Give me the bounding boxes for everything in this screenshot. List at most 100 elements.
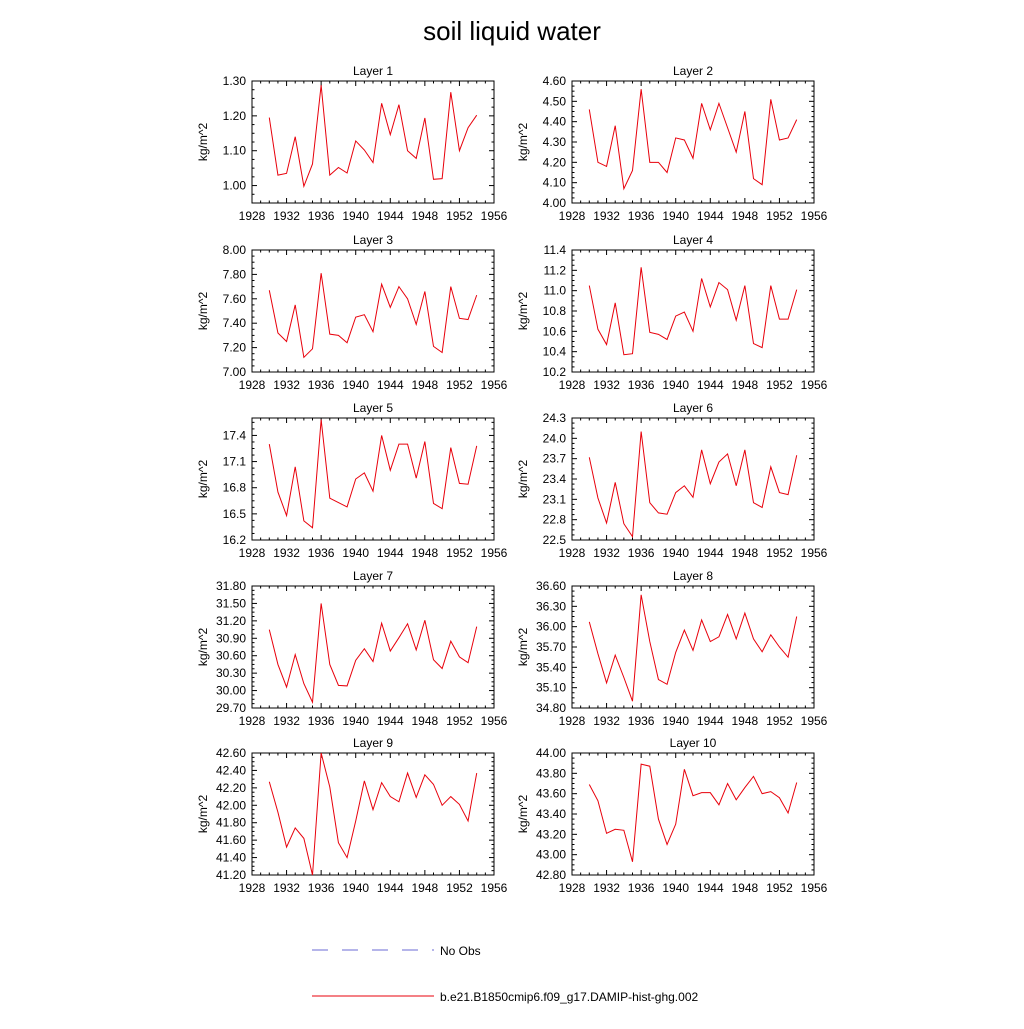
panel-title: Layer 3 — [353, 233, 393, 247]
x-tick-label: 1936 — [308, 881, 335, 895]
x-tick-label: 1932 — [273, 209, 300, 223]
x-tick-label: 1936 — [308, 546, 335, 560]
x-tick-label: 1944 — [697, 378, 724, 392]
y-tick-label: 30.60 — [216, 649, 246, 663]
y-tick-label: 36.00 — [536, 620, 566, 634]
x-tick-label: 1948 — [412, 714, 439, 728]
x-tick-label: 1940 — [342, 209, 369, 223]
y-tick-label: 7.00 — [223, 365, 247, 379]
y-axis-label: kg/m^2 — [196, 123, 210, 162]
y-tick-label: 16.5 — [223, 507, 247, 521]
y-tick-label: 1.10 — [223, 144, 247, 158]
x-tick-label: 1956 — [481, 378, 508, 392]
y-tick-label: 35.70 — [536, 640, 566, 654]
y-tick-label: 1.20 — [223, 109, 247, 123]
x-tick-label: 1932 — [593, 881, 620, 895]
y-tick-label: 41.40 — [216, 851, 246, 865]
panel-layer-5: Layer 5 1928 1932 1936 1940 1944 1948 1952 1956 1… — [196, 401, 508, 560]
x-tick-label: 1940 — [342, 881, 369, 895]
x-tick-label: 1928 — [559, 881, 586, 895]
x-tick-label: 1956 — [801, 209, 828, 223]
panel-title: Layer 6 — [673, 401, 713, 415]
series-line — [268, 603, 478, 705]
y-tick-label: 34.80 — [536, 701, 566, 715]
y-tick-label: 42.20 — [216, 781, 246, 795]
x-tick-label: 1936 — [628, 378, 655, 392]
x-tick-label: 1952 — [766, 881, 793, 895]
x-tick-label: 1932 — [593, 378, 620, 392]
x-tick-label: 1948 — [412, 881, 439, 895]
x-tick-label: 1928 — [239, 209, 266, 223]
x-tick-label: 1948 — [412, 546, 439, 560]
x-tick-label: 1944 — [377, 378, 404, 392]
y-tick-label: 41.60 — [216, 833, 246, 847]
series-line — [588, 594, 798, 702]
y-tick-label: 23.1 — [543, 492, 567, 506]
y-axis-label: kg/m^2 — [196, 795, 210, 834]
panel-title: Layer 4 — [673, 233, 713, 247]
y-tick-label: 24.3 — [543, 411, 567, 425]
x-tick-label: 1956 — [481, 209, 508, 223]
x-tick-label: 1940 — [662, 546, 689, 560]
y-tick-label: 1.30 — [223, 74, 247, 88]
figure-title: soil liquid water — [423, 16, 601, 46]
x-tick-label: 1940 — [662, 881, 689, 895]
series-line — [268, 273, 478, 359]
x-tick-label: 1956 — [481, 546, 508, 560]
y-tick-label: 7.20 — [223, 341, 247, 355]
y-tick-label: 4.60 — [543, 74, 567, 88]
x-tick-label: 1944 — [377, 714, 404, 728]
x-tick-label: 1940 — [342, 714, 369, 728]
y-tick-label: 1.00 — [223, 179, 247, 193]
x-tick-label: 1928 — [559, 378, 586, 392]
x-tick-label: 1944 — [697, 714, 724, 728]
x-tick-label: 1932 — [273, 881, 300, 895]
x-tick-label: 1956 — [481, 714, 508, 728]
x-tick-label: 1932 — [593, 546, 620, 560]
y-tick-label: 4.20 — [543, 155, 567, 169]
x-tick-label: 1940 — [662, 209, 689, 223]
x-tick-label: 1932 — [273, 546, 300, 560]
series-line — [588, 431, 798, 539]
y-tick-label: 31.80 — [216, 579, 246, 593]
y-tick-label: 4.10 — [543, 176, 567, 190]
x-tick-label: 1936 — [308, 209, 335, 223]
panel-title: Layer 7 — [353, 569, 393, 583]
y-tick-label: 30.00 — [216, 684, 246, 698]
x-tick-label: 1956 — [801, 546, 828, 560]
x-tick-label: 1928 — [239, 881, 266, 895]
y-tick-label: 16.2 — [223, 533, 247, 547]
panel-title: Layer 8 — [673, 569, 713, 583]
x-tick-label: 1948 — [732, 209, 759, 223]
panel-title: Layer 9 — [353, 736, 393, 750]
x-tick-label: 1948 — [412, 378, 439, 392]
x-tick-label: 1944 — [697, 546, 724, 560]
y-tick-label: 11.4 — [544, 243, 567, 257]
plot-frame — [251, 417, 495, 541]
y-tick-label: 8.00 — [223, 243, 247, 257]
y-tick-label: 11.2 — [544, 263, 567, 277]
x-tick-label: 1948 — [732, 881, 759, 895]
x-tick-label: 1936 — [308, 378, 335, 392]
y-tick-label: 44.00 — [536, 746, 566, 760]
y-axis-label: kg/m^2 — [516, 292, 530, 331]
x-tick-label: 1956 — [481, 881, 508, 895]
plot-frame — [571, 80, 815, 204]
y-tick-label: 42.80 — [536, 868, 566, 882]
y-tick-label: 43.20 — [536, 827, 566, 841]
y-tick-label: 30.90 — [216, 631, 246, 645]
y-tick-label: 35.40 — [536, 660, 566, 674]
y-tick-label: 31.20 — [216, 614, 246, 628]
x-tick-label: 1952 — [446, 881, 473, 895]
x-tick-label: 1944 — [377, 209, 404, 223]
y-tick-label: 4.00 — [543, 196, 567, 210]
y-tick-label: 17.4 — [223, 428, 247, 442]
y-tick-label: 24.0 — [543, 431, 567, 445]
y-tick-label: 36.30 — [536, 599, 566, 613]
y-tick-label: 4.30 — [543, 135, 567, 149]
x-tick-label: 1928 — [239, 546, 266, 560]
series-line — [268, 85, 478, 189]
x-tick-label: 1932 — [273, 378, 300, 392]
